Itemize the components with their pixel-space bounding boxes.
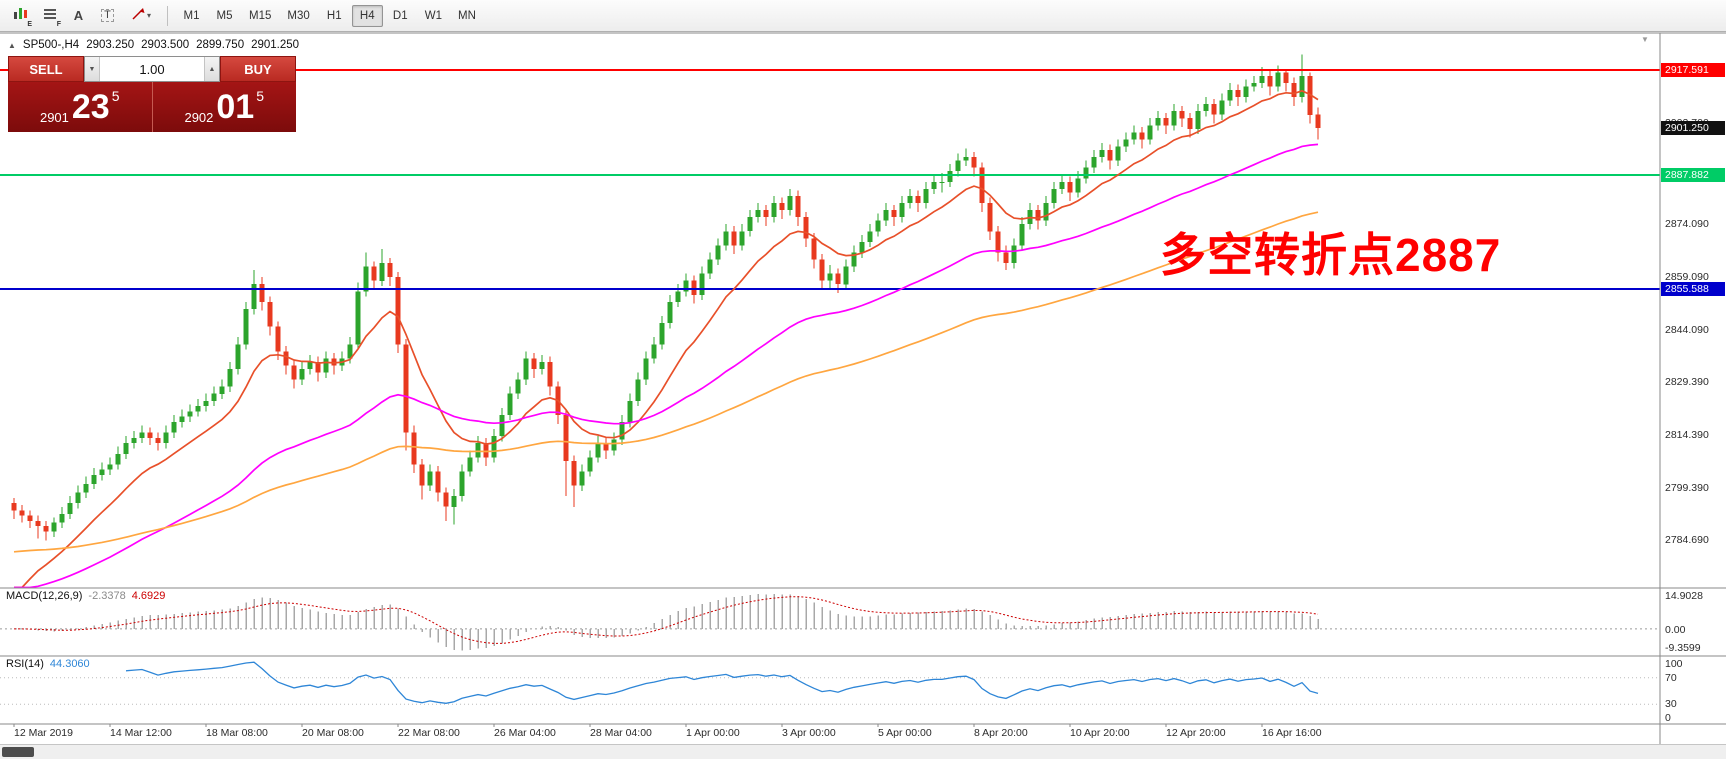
trendline-arrow-icon [131, 7, 146, 24]
timeframe-button-m5[interactable]: M5 [209, 5, 240, 27]
expert-chart-icon-button[interactable]: E [7, 4, 34, 28]
timeframe-button-m15[interactable]: M15 [242, 5, 278, 27]
sell-button[interactable]: SELL [8, 56, 84, 82]
ohlc-close: 2901.250 [251, 39, 300, 51]
timeframe-button-w1[interactable]: W1 [418, 5, 449, 27]
font-tool-button[interactable]: A [65, 4, 92, 28]
volume-decrease-button[interactable]: ▼ [85, 57, 100, 81]
scrollbar-thumb[interactable] [2, 747, 34, 757]
macd-label: MACD(12,26,9) -2.3378 4.6929 [6, 590, 165, 602]
buy-price-small: 2902 [184, 110, 214, 125]
macd-name: MACD(12,26,9) [6, 590, 83, 602]
dropdown-caret-icon: ▾ [146, 11, 151, 20]
font-a-icon: A [73, 8, 84, 23]
symbol-period-label: SP500-,H4 [22, 39, 80, 51]
rsi-value: 44.3060 [49, 658, 90, 670]
toolbar: E F A T ▾ M1 M5 M15 M30 H1 H4 D1 W1 MN [0, 0, 1726, 32]
ohlc-low: 2899.750 [196, 39, 245, 51]
timeframe-button-d1[interactable]: D1 [385, 5, 416, 27]
indicator-subscript: F [56, 20, 61, 28]
timeframe-button-m1[interactable]: M1 [176, 5, 207, 27]
buy-price-sup: 5 [256, 88, 265, 104]
text-label-tool-button[interactable]: T [94, 4, 121, 28]
toolbar-separator [167, 5, 168, 26]
chart-plot-area[interactable]: 2902.700 2874.090 2859.090 2844.090 2829.390… [0, 32, 1726, 759]
timeframe-button-mn[interactable]: MN [451, 5, 483, 27]
sell-price-sup: 5 [111, 88, 120, 104]
buy-price-button[interactable]: 2902 01 5 [152, 82, 296, 132]
candlestick-icon [13, 7, 28, 24]
timeframe-button-h4[interactable]: H4 [351, 4, 383, 27]
rsi-label: RSI(14) 44.3060 [6, 658, 90, 670]
macd-value: -2.3378 [88, 590, 126, 602]
timeframe-button-h1[interactable]: H1 [319, 5, 350, 27]
indicator-list-icon-button[interactable]: F [36, 4, 63, 28]
volume-spinner: ▼ 1.00 ▲ [84, 56, 220, 82]
timeframe-button-m30[interactable]: M30 [280, 5, 316, 27]
chart-marker-icon: ▲ [8, 40, 16, 50]
one-click-trading-panel: SELL ▼ 1.00 ▲ BUY 2901 23 5 2902 01 5 [8, 56, 296, 132]
buy-price-big: 01 [216, 88, 255, 126]
volume-increase-button[interactable]: ▲ [204, 57, 219, 81]
buy-button[interactable]: BUY [220, 56, 296, 82]
annotation-text[interactable]: 多空转折点2887 [1160, 229, 1502, 281]
sell-price-small: 2901 [39, 110, 69, 125]
horizontal-scrollbar[interactable] [0, 744, 1726, 759]
list-icon [43, 8, 57, 23]
sell-price-button[interactable]: 2901 23 5 [8, 82, 153, 132]
text-box-icon: T [101, 9, 114, 22]
ohlc-header: ▲ SP500-,H4 2903.250 2903.500 2899.750 2… [8, 39, 299, 51]
macd-signal-value: 4.6929 [131, 590, 166, 602]
rsi-name: RSI(14) [6, 658, 44, 670]
ohlc-open: 2903.250 [86, 39, 135, 51]
sell-price-big: 23 [71, 88, 110, 126]
timeframe-button-group: M1 M5 M15 M30 H1 H4 D1 W1 MN [175, 4, 484, 27]
volume-input[interactable]: 1.00 [139, 61, 165, 77]
chart-shift-marker[interactable]: ▼ [1641, 35, 1649, 44]
ohlc-high: 2903.500 [141, 39, 190, 51]
expert-subscript: E [27, 20, 32, 28]
draw-line-tool-button[interactable]: ▾ [123, 4, 159, 28]
